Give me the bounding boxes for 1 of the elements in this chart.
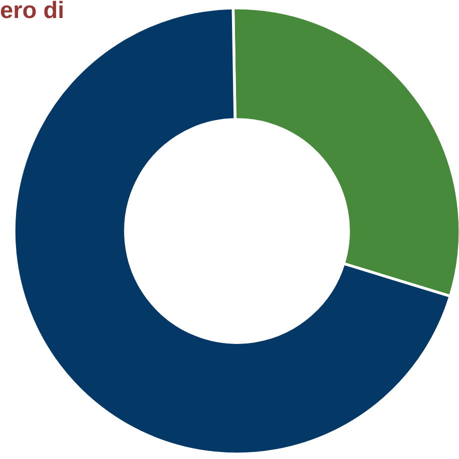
chart-title: ero di: [0, 0, 63, 18]
